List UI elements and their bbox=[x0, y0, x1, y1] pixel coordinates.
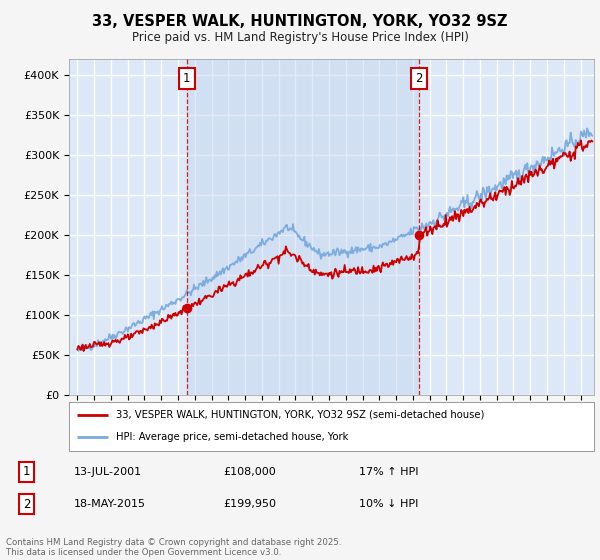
Text: HPI: Average price, semi-detached house, York: HPI: Average price, semi-detached house,… bbox=[116, 432, 349, 442]
Text: 33, VESPER WALK, HUNTINGTON, YORK, YO32 9SZ: 33, VESPER WALK, HUNTINGTON, YORK, YO32 … bbox=[92, 14, 508, 29]
Text: 2: 2 bbox=[23, 498, 31, 511]
Text: 2: 2 bbox=[415, 72, 423, 85]
Text: 1: 1 bbox=[23, 465, 31, 478]
Text: Price paid vs. HM Land Registry's House Price Index (HPI): Price paid vs. HM Land Registry's House … bbox=[131, 31, 469, 44]
Bar bbox=[187, 59, 419, 395]
Text: 13-JUL-2001: 13-JUL-2001 bbox=[74, 467, 142, 477]
Text: £108,000: £108,000 bbox=[224, 467, 277, 477]
Text: 10% ↓ HPI: 10% ↓ HPI bbox=[359, 499, 418, 509]
Text: 18-MAY-2015: 18-MAY-2015 bbox=[74, 499, 146, 509]
Text: £199,950: £199,950 bbox=[224, 499, 277, 509]
Text: 1: 1 bbox=[183, 72, 191, 85]
Text: 33, VESPER WALK, HUNTINGTON, YORK, YO32 9SZ (semi-detached house): 33, VESPER WALK, HUNTINGTON, YORK, YO32 … bbox=[116, 410, 485, 420]
Text: 17% ↑ HPI: 17% ↑ HPI bbox=[359, 467, 418, 477]
Text: Contains HM Land Registry data © Crown copyright and database right 2025.
This d: Contains HM Land Registry data © Crown c… bbox=[6, 538, 341, 557]
